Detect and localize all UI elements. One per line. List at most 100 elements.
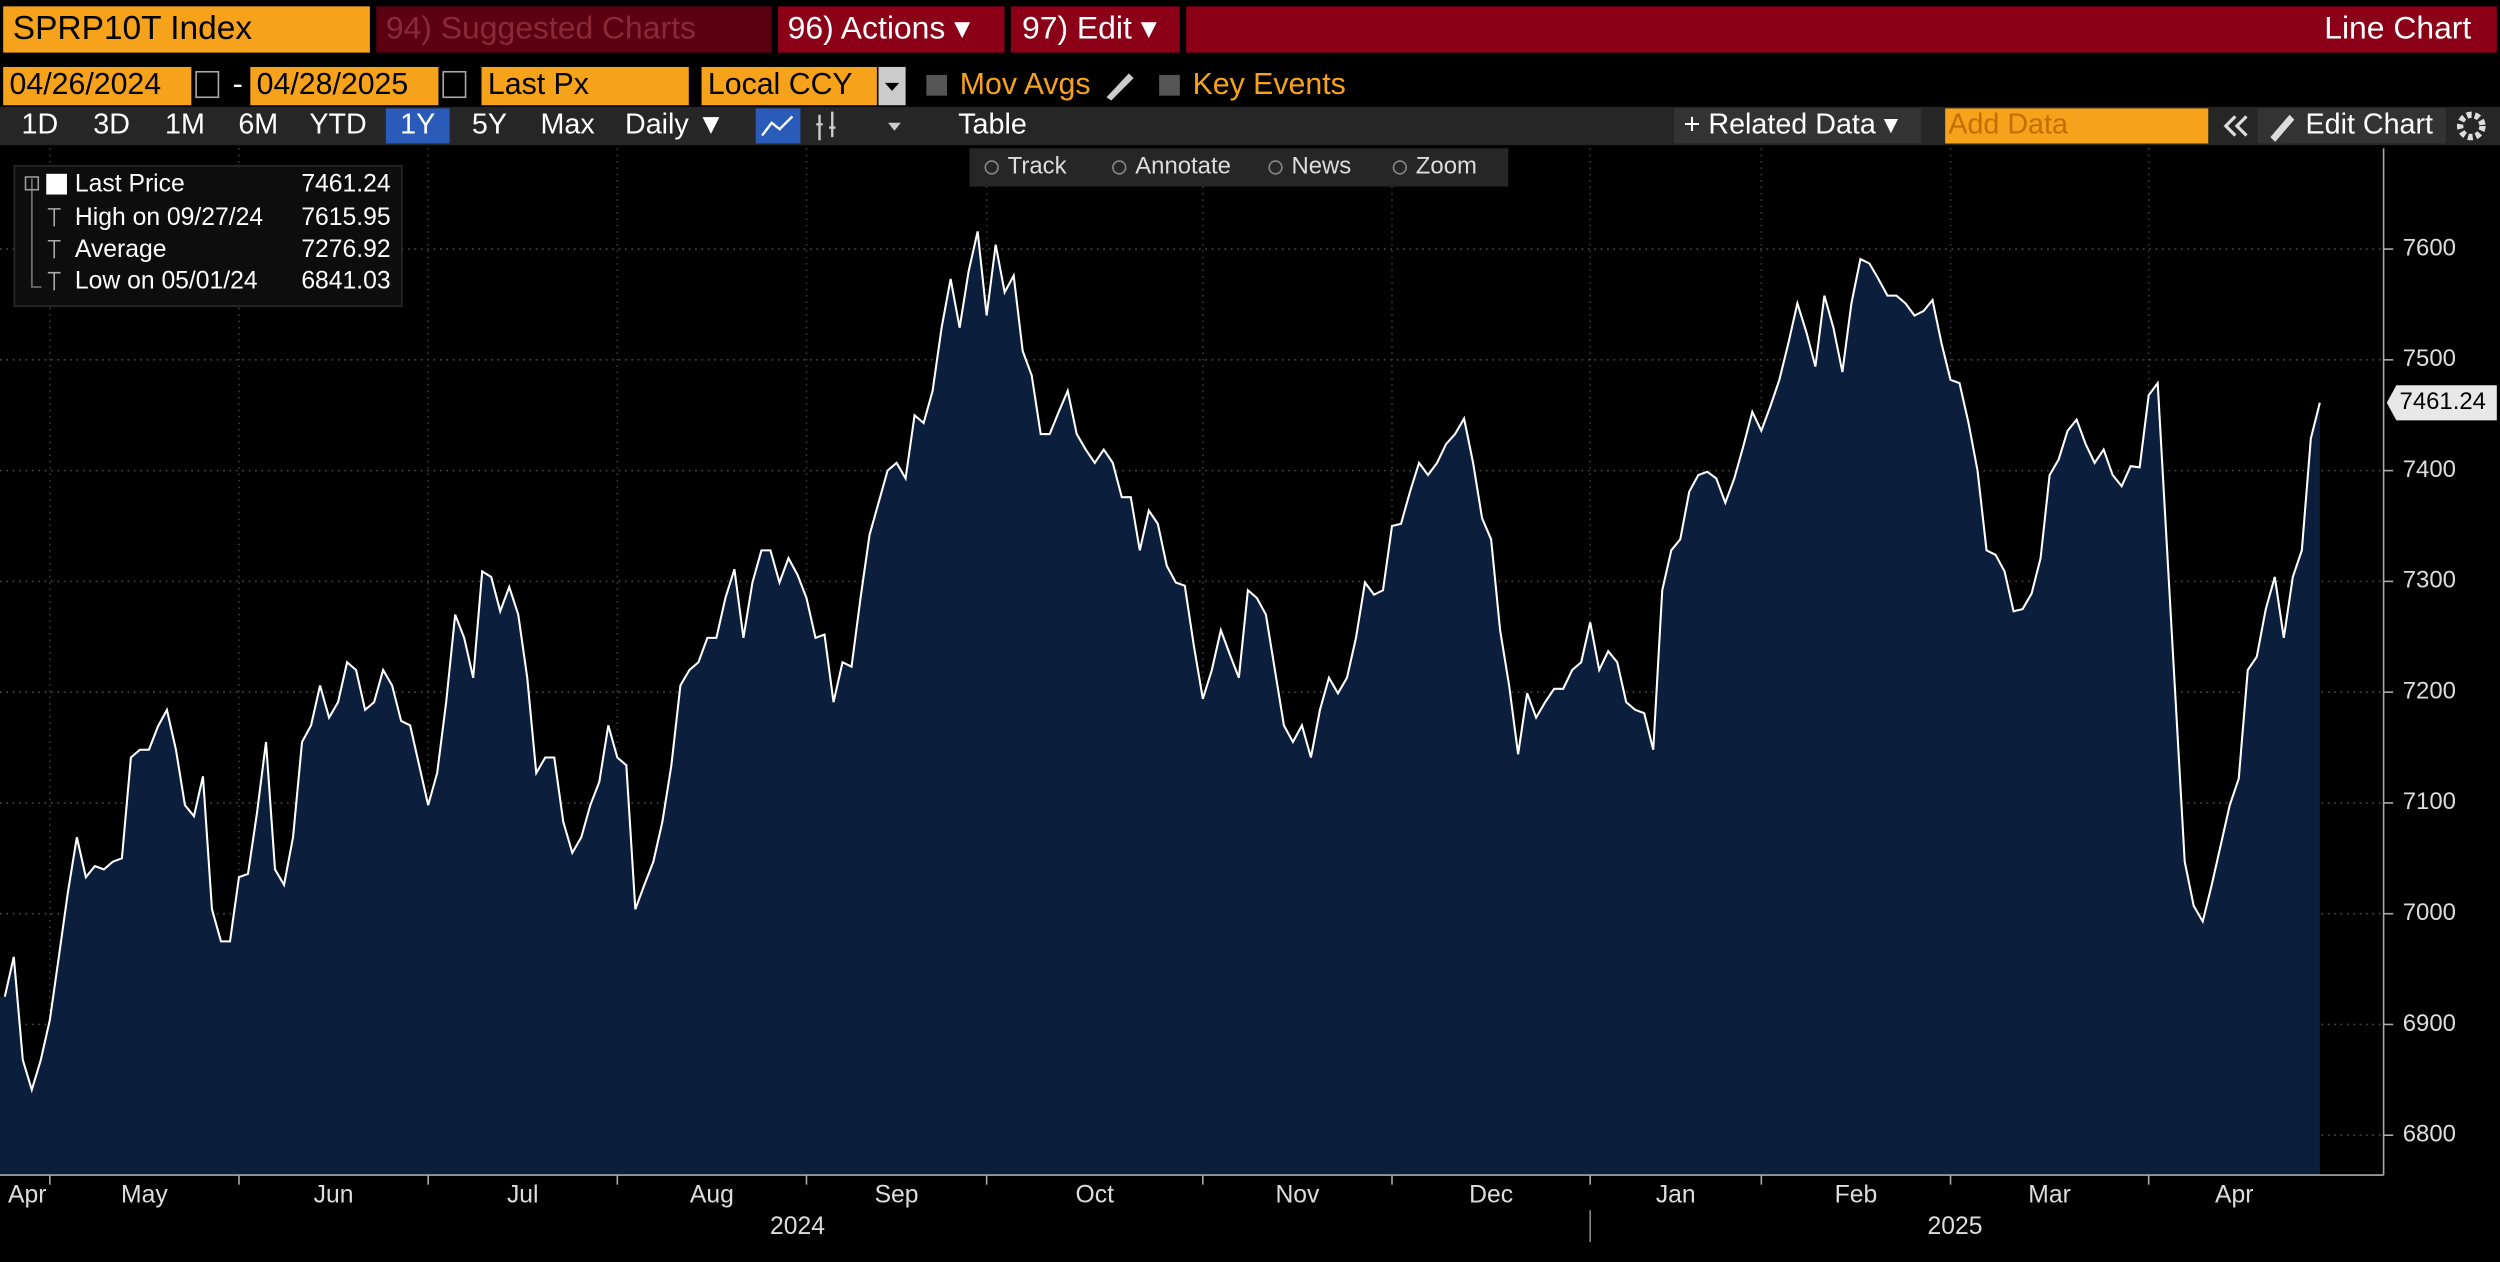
stat-label: Low on 05/01/24 [75, 268, 258, 295]
edit-chart-box[interactable] [2257, 108, 2446, 144]
period-buttons: 1D 3D 1M 6M YTD 1Y 5Y Max [22, 108, 596, 144]
key-events: Key Events [1193, 68, 1346, 101]
period-button[interactable]: 1M [165, 109, 205, 141]
y-tick-label: 6800 [2403, 1121, 2456, 1148]
pencil-icon [2270, 114, 2295, 142]
stat-icon [47, 239, 61, 259]
legend-name: Last Price [75, 170, 185, 197]
period-button[interactable]: 6M [238, 109, 278, 141]
period-button[interactable]: 3D [93, 109, 130, 141]
tool-icon[interactable] [984, 160, 999, 175]
stat-icon [47, 208, 61, 227]
gear-icon[interactable] [2456, 111, 2486, 141]
end-date: 04/28/2025 [257, 68, 409, 101]
bar-icon[interactable] [816, 111, 836, 141]
last-value-tag [2386, 385, 2497, 421]
related-box[interactable] [1674, 108, 1922, 144]
table-button[interactable]: Table [958, 109, 1027, 141]
actions-button[interactable] [778, 6, 1005, 53]
checkbox[interactable] [1159, 74, 1180, 96]
edit-chart: Edit Chart [2305, 109, 2433, 141]
chart-type: Line Chart [2324, 10, 2471, 46]
legend-swatch [46, 173, 67, 195]
y-tick-label: 7200 [2403, 677, 2456, 704]
area-fill [0, 231, 2320, 1176]
legend: Last Price 7461.24 High on 09/27/24 7615.95… [47, 170, 391, 295]
x-tick-label: Jan [1656, 1181, 1696, 1208]
pencil-icon[interactable] [1106, 73, 1134, 101]
y-tick-label: 7600 [2403, 234, 2456, 261]
tool-button[interactable]: Annotate [1135, 153, 1231, 180]
legend-box [13, 165, 403, 307]
currency: Local CCY [708, 68, 853, 101]
dropdown-arrow[interactable] [888, 122, 901, 131]
plot: 6800 6900 7000 7100 7200 7300 7400 7500 7600 Apr M… [0, 148, 2497, 1243]
period-button[interactable]: YTD [309, 109, 366, 141]
add-data-box[interactable] [1945, 108, 2209, 144]
collapse-icon[interactable] [2223, 115, 2248, 137]
edit-button[interactable] [1010, 6, 1180, 53]
mov-avgs: Mov Avgs [960, 68, 1091, 101]
security: SPRP10T Index [13, 10, 253, 47]
period-button[interactable]: 5Y [472, 109, 507, 141]
start-date-box[interactable] [3, 66, 192, 106]
x-tick-label: May [121, 1181, 168, 1208]
tool-button[interactable]: News [1291, 153, 1351, 180]
currency-box[interactable] [701, 66, 877, 106]
period-selected [385, 108, 450, 144]
security-box[interactable] [3, 6, 370, 53]
suggested-button[interactable] [376, 6, 772, 53]
x-tick-label: Jun [314, 1181, 354, 1208]
y-tick-label: 7300 [2403, 567, 2456, 594]
x-tick-label: Feb [1835, 1181, 1878, 1208]
calendar-icon[interactable] [195, 70, 220, 99]
frequency[interactable]: Daily ▼ [625, 109, 725, 141]
stat-value: 6841.03 [301, 268, 390, 295]
tool-button[interactable]: Zoom [1416, 153, 1477, 180]
last-value: 7461.24 [2400, 388, 2486, 415]
tool-button[interactable]: Track [1008, 153, 1067, 180]
actions: 96) Actions ▾ [788, 10, 971, 46]
checkbox[interactable] [926, 74, 948, 96]
stat-value: 7276.92 [301, 236, 390, 263]
legend-tree [31, 178, 42, 288]
collapse-toggle[interactable] [24, 176, 40, 191]
line-icon [761, 115, 794, 137]
year-label: 2024 [770, 1213, 825, 1240]
x-tick-label: Sep [875, 1181, 919, 1208]
edit: 97) Edit ▾ [1022, 10, 1157, 46]
dropdown-arrow [884, 82, 900, 91]
x-tick-label: Apr [2215, 1181, 2253, 1208]
x-tick-label: Jul [507, 1181, 539, 1208]
date-separator: - [233, 68, 243, 101]
period-button[interactable]: 1Y [400, 109, 435, 141]
stat-label: High on 09/27/24 [75, 204, 263, 231]
stat-label: Average [75, 236, 167, 263]
y-tick-label: 7000 [2403, 899, 2456, 926]
x-tick-label: Nov [1275, 1181, 1320, 1208]
tool-icon[interactable] [1268, 160, 1283, 175]
period-button[interactable]: Max [541, 109, 596, 141]
line-chart-icon[interactable] [755, 108, 801, 144]
period-button[interactable]: 1D [22, 109, 59, 141]
x-tick-label: Mar [2028, 1181, 2071, 1208]
x-tick-label: Dec [1469, 1181, 1513, 1208]
tool-icon[interactable] [1392, 160, 1408, 175]
x-tick-label: Aug [690, 1181, 734, 1208]
field-box[interactable] [481, 66, 689, 106]
calendar-icon[interactable] [442, 70, 467, 99]
stat-icon [47, 271, 61, 291]
chart-tools [969, 148, 1509, 187]
start-date: 04/26/2024 [10, 68, 162, 101]
suggested: 94) Suggested Charts [386, 10, 696, 46]
end-date-box[interactable] [250, 66, 439, 106]
y-tick-label: 7100 [2403, 788, 2456, 815]
y-tick-label: 6900 [2403, 1010, 2456, 1037]
legend-value: 7461.24 [301, 170, 391, 197]
year-label: 2025 [1928, 1213, 1983, 1240]
add-data: Add Data [1948, 109, 2068, 141]
tool-icon[interactable] [1112, 160, 1127, 175]
stat-value: 7615.95 [301, 204, 390, 231]
